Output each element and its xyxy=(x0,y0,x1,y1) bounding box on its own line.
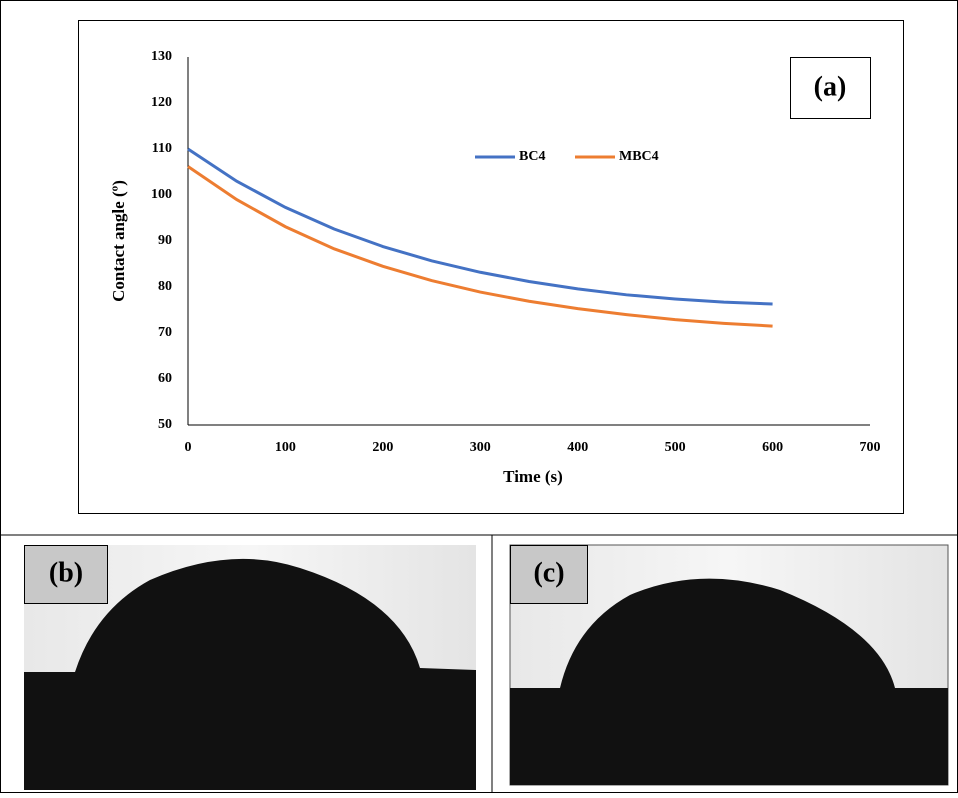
x-tick-label: 0 xyxy=(185,440,192,455)
droplet xyxy=(24,558,476,790)
line xyxy=(187,147,773,306)
panel-label: (c) xyxy=(533,557,564,588)
x-axis-label: Time (s) xyxy=(503,467,563,486)
x-tick-label: 600 xyxy=(762,440,783,455)
x-tick-label: 400 xyxy=(567,440,588,455)
y-axis-label: Contact angle (º) xyxy=(109,180,128,302)
legend-label: BC4 xyxy=(519,149,545,164)
y-tick-label: 100 xyxy=(151,187,172,202)
panel-label: (b) xyxy=(49,557,83,588)
annotation-box xyxy=(790,57,871,119)
x-tick-label: 500 xyxy=(665,440,686,455)
x-tick-label: 100 xyxy=(275,440,296,455)
photo-b: (b) xyxy=(24,545,476,790)
droplet xyxy=(510,578,948,785)
photo-c: (c) xyxy=(509,544,949,786)
y-tick-label: 110 xyxy=(152,141,172,156)
line xyxy=(187,165,773,328)
legend-label: MBC4 xyxy=(619,149,659,164)
panel-label-box xyxy=(24,545,108,604)
y-tick-label: 130 xyxy=(151,49,172,64)
y-tick-label: 90 xyxy=(158,233,172,248)
y-tick-label: 70 xyxy=(158,325,172,340)
annotation: (a) xyxy=(814,71,847,102)
panel-label-box xyxy=(510,545,588,604)
y-tick-label: 50 xyxy=(158,417,172,432)
y-tick-label: 80 xyxy=(158,279,172,294)
y-tick-label: 60 xyxy=(158,371,172,386)
x-tick-label: 300 xyxy=(470,440,491,455)
chart-frame xyxy=(78,20,904,514)
x-tick-label: 200 xyxy=(372,440,393,455)
x-tick-label: 700 xyxy=(860,440,881,455)
y-tick-label: 120 xyxy=(151,95,172,110)
